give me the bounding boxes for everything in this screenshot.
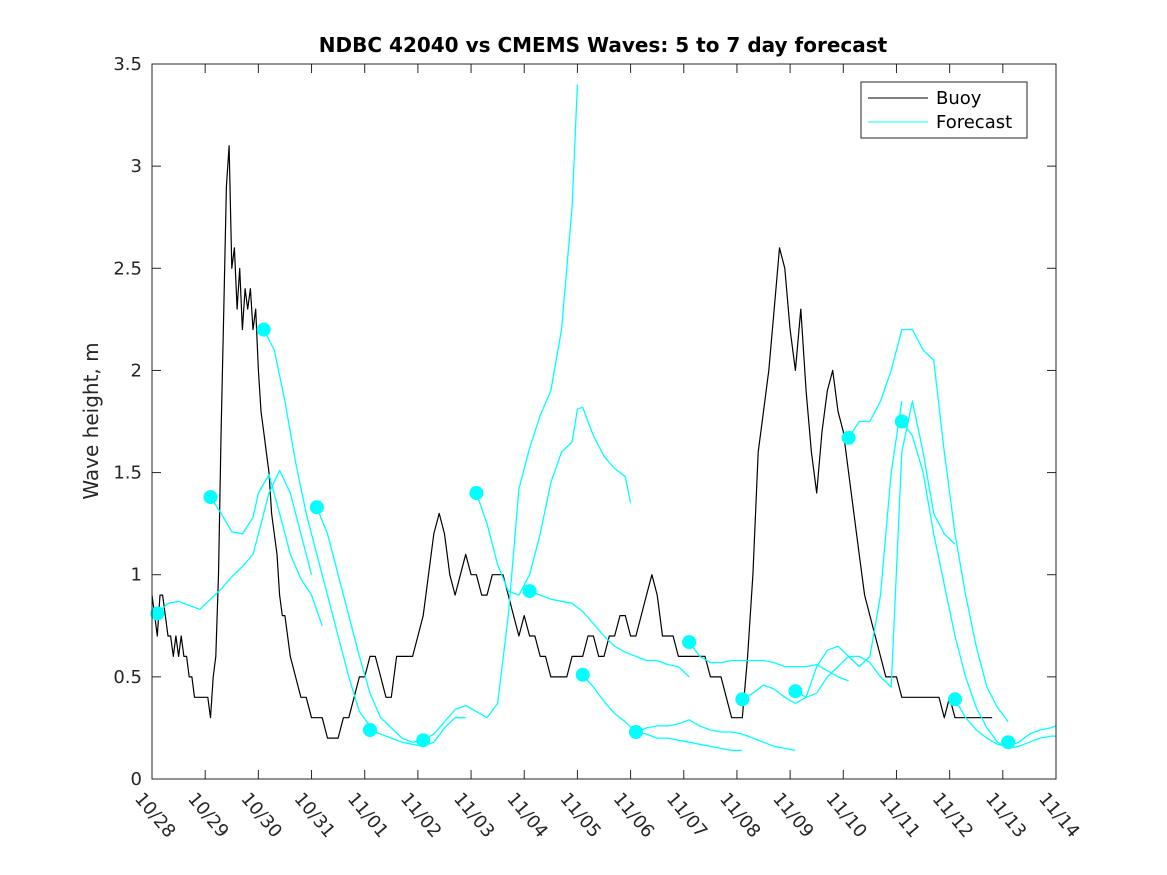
x-tick-label: 11/11: [875, 789, 924, 842]
x-tick-label: 10/30: [237, 789, 286, 842]
series-line-forecast-13: [795, 400, 956, 698]
forecast-start-marker: [682, 635, 697, 650]
series-line-forecast-10: [635, 719, 796, 752]
axes-box: [151, 63, 1057, 780]
series-line-forecast-9: [582, 674, 743, 752]
forecast-start-marker: [309, 500, 324, 515]
x-tick-label: 11/02: [396, 789, 445, 842]
x-tick-label: 10/31: [290, 789, 339, 842]
x-tick-label: 11/04: [502, 789, 551, 842]
series-line-forecast-7: [475, 406, 632, 596]
series-line-forecast-14: [848, 328, 1009, 723]
x-tick-label: 11/13: [981, 789, 1030, 842]
forecast-start-marker: [735, 692, 750, 707]
x-tick-label: 11/05: [556, 789, 605, 842]
y-axis-label: Wave height, m: [79, 342, 103, 499]
plot-area: 00.511.522.533.5 10/28 10/29 10/30 10/31 11/…: [113, 54, 1083, 842]
forecast-start-marker: [1001, 735, 1016, 750]
forecast-start-marker: [363, 723, 377, 737]
legend: Buoy Forecast: [860, 81, 1028, 139]
plot-background: [152, 64, 1056, 779]
x-tick-label: 11/07: [662, 789, 711, 842]
forecast-start-marker: [894, 414, 909, 429]
y-axis: 0 0.5 1 1.5 2 2.5 3 3.5: [113, 54, 1056, 790]
x-tick-label: 10/28: [130, 789, 179, 842]
x-tick-label: 11/06: [609, 789, 658, 842]
x-tick-label: 11/01: [343, 789, 392, 842]
x-tick-label: 11/08: [715, 789, 764, 842]
series-line-forecast-1: [156, 469, 313, 614]
y-tick-label: 3.5: [113, 54, 142, 75]
legend-label-buoy: Buoy: [936, 88, 982, 109]
forecast-start-marker: [150, 606, 165, 621]
series-line-forecast-5: [369, 717, 466, 747]
forecast-start-marker: [841, 430, 856, 445]
series-line-forecast-2: [209, 473, 323, 627]
x-tick-label: 11/14: [1034, 789, 1083, 842]
forecast-start-marker: [628, 725, 643, 739]
series-line-forecast-8: [529, 590, 690, 678]
y-tick-label: 0.5: [113, 667, 142, 688]
series-line-forecast-11: [688, 641, 849, 682]
forecast-start-marker: [788, 684, 803, 699]
y-tick-label: 3: [131, 156, 142, 177]
forecast-start-marker: [948, 692, 962, 707]
y-tick-label: 2: [131, 360, 142, 381]
legend-label-forecast: Forecast: [936, 112, 1012, 133]
series-line-forecast-12: [741, 401, 903, 705]
legend-box: [860, 81, 1028, 139]
y-tick-label: 1: [131, 565, 142, 586]
forecast-start-marker: [469, 486, 484, 500]
data-layer: [150, 84, 1057, 752]
forecast-start-marker: [203, 490, 218, 505]
y-tick-label: 1.5: [113, 463, 142, 484]
forecast-start-marker: [522, 584, 537, 599]
forecast-start-marker: [416, 733, 431, 748]
forecast-start-marker: [256, 322, 271, 337]
x-tick-label: 11/09: [768, 789, 817, 842]
chart-title: NDBC 42040 vs CMEMS Waves: 5 to 7 day fo…: [319, 33, 888, 57]
series-line-buoy: [151, 145, 993, 739]
series-line-forecast-6: [422, 84, 579, 741]
x-tick-label: 10/29: [183, 789, 232, 842]
y-tick-label: 0: [131, 769, 142, 790]
series-line-forecast-15: [901, 421, 1056, 750]
x-tick-label: 11/12: [928, 789, 977, 842]
y-tick-label: 2.5: [113, 258, 142, 279]
x-tick-label: 11/03: [449, 789, 498, 842]
forecast-start-marker: [575, 667, 590, 682]
series-line-forecast-4: [316, 507, 424, 743]
series-line-forecast-3: [263, 329, 371, 727]
x-tick-label: 11/10: [821, 789, 870, 842]
